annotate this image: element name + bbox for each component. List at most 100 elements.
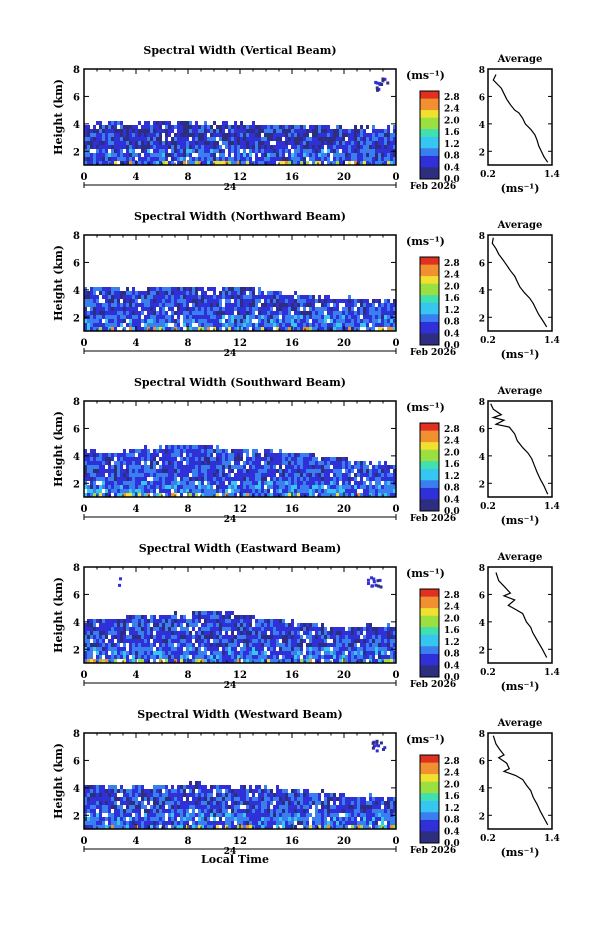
heatmap-cell bbox=[159, 821, 162, 825]
heatmap-cell bbox=[165, 133, 168, 137]
heatmap-cell bbox=[195, 647, 198, 651]
heatmap-cell bbox=[93, 809, 96, 813]
heatmap-cell bbox=[99, 457, 102, 461]
heatmap-cell bbox=[276, 631, 279, 635]
heatmap-cell bbox=[174, 141, 177, 145]
heatmap-cell bbox=[198, 477, 201, 481]
profile-title: Average bbox=[497, 220, 543, 231]
heatmap-cell bbox=[219, 635, 222, 639]
heatmap-cell bbox=[216, 133, 219, 137]
heatmap-cell bbox=[339, 659, 342, 663]
heatmap-cell bbox=[156, 129, 159, 133]
heatmap-cell bbox=[393, 485, 396, 489]
heatmap-cell bbox=[345, 465, 348, 469]
heatmap-cell bbox=[285, 481, 288, 485]
upper-echo-cell bbox=[376, 584, 380, 588]
heatmap-cell bbox=[147, 489, 150, 493]
heatmap-cell bbox=[333, 137, 336, 141]
heatmap-cell bbox=[363, 639, 366, 643]
heatmap-cell bbox=[153, 457, 156, 461]
x-tick-label: 16 bbox=[285, 172, 299, 183]
heatmap-cell bbox=[312, 133, 315, 137]
heatmap-cell bbox=[258, 125, 261, 129]
colorbar-segment bbox=[420, 159, 439, 165]
heatmap-cell bbox=[132, 785, 135, 789]
heatmap-cell bbox=[360, 473, 363, 477]
heatmap-cell bbox=[183, 137, 186, 141]
heatmap-cell bbox=[144, 307, 147, 311]
heatmap-cell bbox=[351, 149, 354, 153]
heatmap-cell bbox=[216, 615, 219, 619]
heatmap-cell bbox=[162, 461, 165, 465]
heatmap-cell bbox=[99, 315, 102, 319]
heatmap-cell bbox=[279, 631, 282, 635]
heatmap-cell bbox=[333, 655, 336, 659]
heatmap-cell bbox=[384, 141, 387, 145]
heatmap-cell bbox=[135, 785, 138, 789]
heatmap-cell bbox=[360, 493, 363, 497]
heatmap-cell bbox=[237, 635, 240, 639]
heatmap-cell bbox=[204, 615, 207, 619]
heatmap-cell bbox=[237, 655, 240, 659]
heatmap-cell bbox=[339, 635, 342, 639]
heatmap-cell bbox=[195, 145, 198, 149]
heatmap-cell bbox=[198, 619, 201, 623]
heatmap-cell bbox=[252, 489, 255, 493]
heatmap-cell bbox=[204, 153, 207, 157]
heatmap-cell bbox=[180, 295, 183, 299]
x-tick-label: 8 bbox=[185, 172, 192, 183]
heatmap-cell bbox=[390, 307, 393, 311]
heatmap-cell bbox=[333, 311, 336, 315]
heatmap-cell bbox=[348, 651, 351, 655]
profile-title: Average bbox=[497, 54, 543, 65]
heatmap-cell bbox=[270, 457, 273, 461]
heatmap-cell bbox=[201, 323, 204, 327]
heatmap-cell bbox=[237, 125, 240, 129]
heatmap-cell bbox=[204, 315, 207, 319]
heatmap-cell bbox=[243, 461, 246, 465]
heatmap-cell bbox=[195, 449, 198, 453]
heatmap-cell bbox=[99, 161, 102, 165]
heatmap-cell bbox=[87, 825, 90, 829]
heatmap-cell bbox=[333, 299, 336, 303]
heatmap-cell bbox=[207, 149, 210, 153]
heatmap-cell bbox=[225, 473, 228, 477]
heatmap-cell bbox=[195, 307, 198, 311]
heatmap-cell bbox=[282, 473, 285, 477]
heatmap-cell bbox=[222, 161, 225, 165]
heatmap-cell bbox=[222, 465, 225, 469]
heatmap-cell bbox=[189, 461, 192, 465]
colorbar-segment bbox=[420, 600, 439, 605]
heatmap-cell bbox=[186, 635, 189, 639]
heatmap-cell bbox=[324, 157, 327, 161]
heatmap-cell bbox=[132, 287, 135, 291]
heatmap-cell bbox=[213, 639, 216, 643]
heatmap-cell bbox=[174, 291, 177, 295]
heatmap-cell bbox=[252, 323, 255, 327]
heatmap-cell bbox=[252, 315, 255, 319]
heatmap-cell bbox=[138, 461, 141, 465]
heatmap-cell bbox=[204, 141, 207, 145]
heatmap-cell bbox=[327, 481, 330, 485]
heatmap-cell bbox=[228, 469, 231, 473]
heatmap-cell bbox=[264, 157, 267, 161]
heatmap-cell bbox=[279, 469, 282, 473]
heatmap-cell bbox=[117, 481, 120, 485]
heatmap-cell bbox=[363, 655, 366, 659]
heatmap-cell bbox=[306, 153, 309, 157]
heatmap-cell bbox=[174, 157, 177, 161]
heatmap-cell bbox=[171, 149, 174, 153]
colorbar-segment bbox=[420, 465, 439, 470]
heatmap-cell bbox=[108, 461, 111, 465]
heatmap-cell bbox=[105, 651, 108, 655]
heatmap-cell bbox=[177, 453, 180, 457]
heatmap-cell bbox=[177, 805, 180, 809]
heatmap-cell bbox=[204, 469, 207, 473]
heatmap-cell bbox=[360, 319, 363, 323]
heatmap-cell bbox=[93, 817, 96, 821]
heatmap-cell bbox=[123, 639, 126, 643]
heatmap-cell bbox=[147, 315, 150, 319]
heatmap-cell bbox=[267, 157, 270, 161]
heatmap-cell bbox=[159, 797, 162, 801]
heatmap-cell bbox=[159, 813, 162, 817]
